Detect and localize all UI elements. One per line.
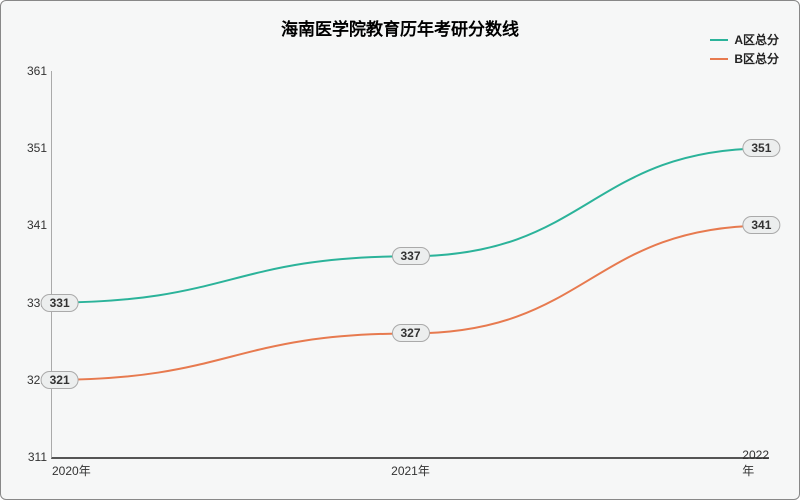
legend-label-a: A区总分 [734, 31, 779, 48]
x-axis-tick: 2021年 [391, 462, 430, 479]
legend-swatch-a [710, 39, 728, 41]
legend-item-series-b: B区总分 [710, 50, 779, 67]
data-point-label: 327 [391, 324, 429, 342]
x-axis-tick: 2022年 [742, 448, 769, 479]
y-axis-tick: 341 [12, 218, 47, 232]
chart-title: 海南医学院教育历年考研分数线 [1, 15, 799, 40]
chart-container: 海南医学院教育历年考研分数线 A区总分 B区总分 311321331341351… [0, 0, 800, 500]
x-axis-tick: 2020年 [52, 462, 91, 479]
data-point-label: 337 [391, 247, 429, 265]
data-point-label: 331 [41, 294, 79, 312]
data-point-label: 321 [41, 371, 79, 389]
legend-swatch-b [710, 58, 728, 60]
y-axis-tick: 351 [12, 141, 47, 155]
legend-label-b: B区总分 [734, 50, 779, 67]
data-point-label: 341 [742, 216, 780, 234]
legend-item-series-a: A区总分 [710, 31, 779, 48]
y-axis-tick: 361 [12, 64, 47, 78]
legend: A区总分 B区总分 [710, 31, 779, 69]
series-line [52, 148, 769, 302]
plot-area: 3113213313413513612020年2021年2022年3313373… [51, 71, 769, 459]
y-axis-tick: 311 [12, 450, 47, 464]
data-point-label: 351 [742, 139, 780, 157]
